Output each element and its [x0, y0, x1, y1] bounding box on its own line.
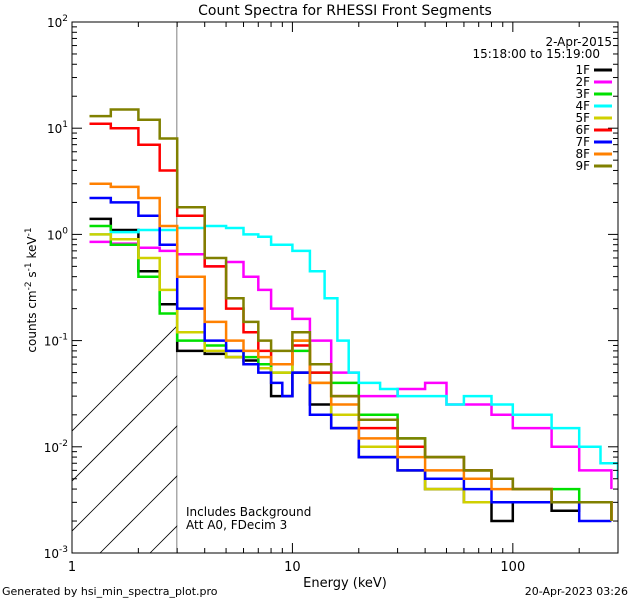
y-tick-label: 102: [47, 14, 68, 30]
legend-label-1F: 1F: [575, 63, 590, 77]
legend-label-6F: 6F: [575, 123, 590, 137]
series-line-4F: [89, 224, 618, 479]
hatch-line: [72, 425, 178, 532]
legend-label-4F: 4F: [575, 99, 590, 113]
annotation-attenuator: Att A0, FDecim 3: [186, 518, 287, 532]
series-line-7F: [89, 196, 612, 523]
plot-frame: [71, 21, 619, 554]
legend-label-2F: 2F: [575, 75, 590, 89]
x-tick-label: 100: [500, 560, 525, 575]
series-line-2F: [89, 240, 613, 490]
series-line-9F: [89, 108, 613, 521]
x-tick-label: 10: [284, 560, 301, 575]
hatch-line: [400, 22, 640, 553]
legend-label-8F: 8F: [575, 147, 590, 161]
axis-layer: 1 10 100 10-3 10-2 10-1 100 101 102: [44, 14, 619, 575]
legend-time: 15:18:00 to 15:19:00: [473, 47, 600, 61]
footer-timestamp: 20-Apr-2023 03:26: [525, 585, 628, 598]
legend-date: 2-Apr-2015: [545, 35, 612, 49]
hatch-line: [600, 22, 640, 553]
hatch-line: [550, 22, 640, 553]
series-line-8F: [89, 182, 613, 521]
y-tick-label: 10-2: [44, 439, 68, 455]
legend-label-7F: 7F: [575, 135, 590, 149]
y-axis-label: counts cm-2 s-1 keV-1: [24, 227, 39, 352]
hatch-line: [200, 22, 640, 553]
x-tick-label: 1: [68, 560, 76, 575]
shaded-region: [72, 22, 640, 553]
annotation-background: Includes Background: [186, 505, 311, 519]
legend-label-3F: 3F: [575, 87, 590, 101]
series-line-1F: [89, 217, 613, 523]
chart-title: Count Spectra for RHESSI Front Segments: [198, 3, 492, 19]
legend-label-5F: 5F: [575, 111, 590, 125]
y-tick-label: 10-3: [44, 545, 68, 561]
series-line-5F: [89, 233, 613, 521]
y-tick-label: 101: [47, 120, 68, 136]
hatch-line: [350, 22, 640, 553]
hatch-line: [72, 375, 178, 482]
hatch-line: [500, 22, 640, 553]
legend-label-9F: 9F: [575, 159, 590, 173]
hatch-line: [149, 525, 178, 553]
y-tick-label: 10-1: [44, 333, 68, 349]
x-axis-label: Energy (keV): [303, 576, 387, 591]
series-layer: [89, 108, 618, 523]
series-line-6F: [89, 122, 613, 521]
footer-generated-by: Generated by hsi_min_spectra_plot.pro: [2, 585, 218, 598]
series-line-3F: [89, 224, 612, 504]
hatch-line: [99, 475, 178, 553]
y-tick-label: 100: [47, 226, 68, 242]
